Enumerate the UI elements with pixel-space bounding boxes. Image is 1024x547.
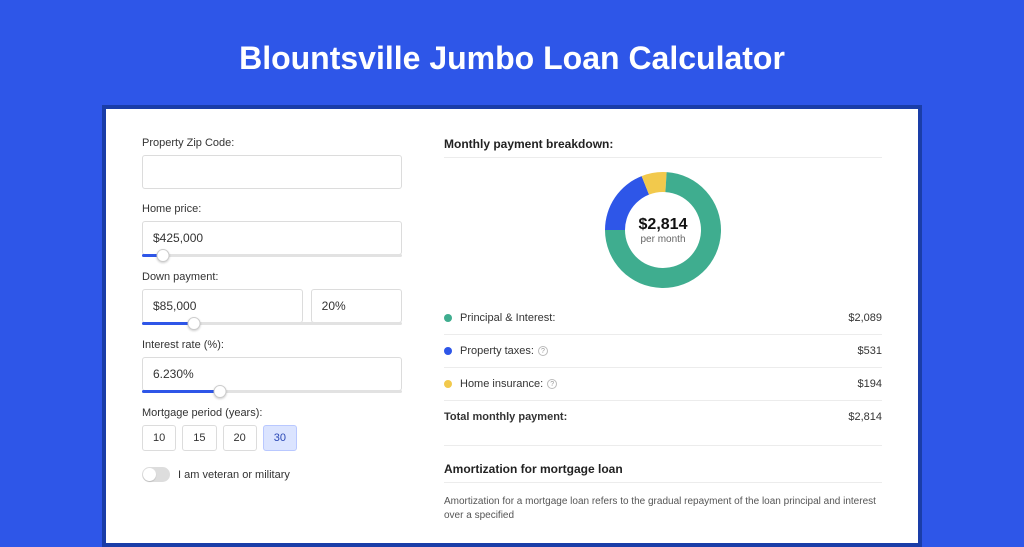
- amortization-text: Amortization for a mortgage loan refers …: [444, 495, 882, 523]
- down-payment-slider[interactable]: [142, 322, 402, 325]
- info-icon[interactable]: ?: [547, 379, 557, 389]
- home-price-input[interactable]: [142, 221, 402, 255]
- breakdown-item-value: $531: [858, 345, 882, 357]
- page-title: Blountsville Jumbo Loan Calculator: [0, 0, 1024, 105]
- breakdown-item-value: $2,089: [848, 312, 882, 324]
- veteran-toggle-label: I am veteran or military: [178, 469, 290, 481]
- interest-rate-group: Interest rate (%):: [142, 339, 402, 393]
- breakdown-item-label: Property taxes:?: [460, 345, 858, 357]
- breakdown-total-value: $2,814: [848, 411, 882, 423]
- breakdown-column: Monthly payment breakdown: $2,814 per mo…: [444, 137, 882, 523]
- legend-dot: [444, 347, 452, 355]
- breakdown-title: Monthly payment breakdown:: [444, 137, 882, 151]
- amortization-title: Amortization for mortgage loan: [444, 462, 882, 476]
- home-price-slider[interactable]: [142, 254, 402, 257]
- mortgage-period-label: Mortgage period (years):: [142, 407, 402, 419]
- breakdown-total-label: Total monthly payment:: [444, 411, 848, 423]
- breakdown-item-label: Home insurance:?: [460, 378, 858, 390]
- period-button-30[interactable]: 30: [263, 425, 297, 451]
- period-button-15[interactable]: 15: [182, 425, 216, 451]
- donut-center: $2,814 per month: [603, 170, 723, 290]
- calculator-card-outer: Property Zip Code: Home price: Down paym…: [102, 105, 922, 547]
- donut-amount: $2,814: [639, 216, 688, 234]
- legend-dot: [444, 314, 452, 322]
- veteran-toggle[interactable]: [142, 467, 170, 482]
- interest-rate-label: Interest rate (%):: [142, 339, 402, 351]
- divider: [444, 157, 882, 158]
- down-payment-group: Down payment:: [142, 271, 402, 325]
- breakdown-item-value: $194: [858, 378, 882, 390]
- info-icon[interactable]: ?: [538, 346, 548, 356]
- down-payment-amount-input[interactable]: [142, 289, 303, 323]
- divider: [444, 482, 882, 483]
- breakdown-row: Property taxes:?$531: [444, 337, 882, 365]
- breakdown-row: Principal & Interest:$2,089: [444, 304, 882, 332]
- period-button-20[interactable]: 20: [223, 425, 257, 451]
- donut-chart-wrap: $2,814 per month: [444, 170, 882, 290]
- home-price-group: Home price:: [142, 203, 402, 257]
- period-button-10[interactable]: 10: [142, 425, 176, 451]
- interest-rate-slider[interactable]: [142, 390, 402, 393]
- form-column: Property Zip Code: Home price: Down paym…: [142, 137, 402, 523]
- zip-label: Property Zip Code:: [142, 137, 402, 149]
- divider: [444, 445, 882, 446]
- mortgage-period-group: Mortgage period (years): 1015 2030: [142, 407, 402, 451]
- donut-chart: $2,814 per month: [603, 170, 723, 290]
- breakdown-rows: Principal & Interest:$2,089 Property taxe…: [444, 304, 882, 398]
- calculator-card: Property Zip Code: Home price: Down paym…: [106, 109, 918, 543]
- breakdown-total-row: Total monthly payment: $2,814: [444, 403, 882, 431]
- zip-input[interactable]: [142, 155, 402, 189]
- breakdown-item-label: Principal & Interest:: [460, 312, 848, 324]
- zip-field-group: Property Zip Code:: [142, 137, 402, 189]
- toggle-knob: [143, 468, 156, 481]
- down-payment-label: Down payment:: [142, 271, 402, 283]
- breakdown-row: Home insurance:?$194: [444, 370, 882, 398]
- down-payment-percent-input[interactable]: [311, 289, 402, 323]
- interest-rate-input[interactable]: [142, 357, 402, 391]
- veteran-toggle-row: I am veteran or military: [142, 467, 402, 482]
- divider: [444, 334, 882, 335]
- home-price-label: Home price:: [142, 203, 402, 215]
- period-button-row: 1015 2030: [142, 425, 402, 451]
- divider: [444, 367, 882, 368]
- legend-dot: [444, 380, 452, 388]
- donut-sub: per month: [640, 234, 685, 245]
- divider: [444, 400, 882, 401]
